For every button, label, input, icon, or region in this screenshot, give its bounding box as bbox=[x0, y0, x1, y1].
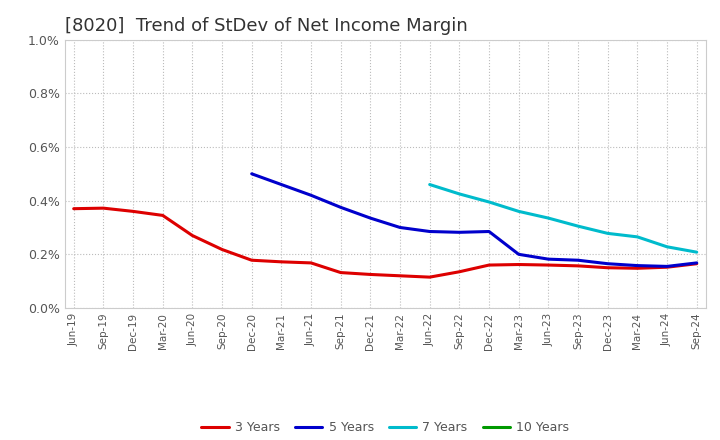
5 Years bbox=[248, 171, 256, 176]
3 Years bbox=[158, 213, 167, 218]
7 Years bbox=[662, 244, 671, 249]
3 Years bbox=[307, 260, 315, 266]
3 Years bbox=[455, 269, 464, 275]
5 Years bbox=[455, 230, 464, 235]
5 Years bbox=[277, 182, 286, 187]
3 Years bbox=[426, 275, 434, 280]
3 Years bbox=[396, 273, 405, 279]
3 Years bbox=[366, 272, 374, 277]
5 Years bbox=[396, 225, 405, 230]
7 Years bbox=[633, 234, 642, 239]
3 Years bbox=[544, 262, 553, 268]
3 Years bbox=[336, 270, 345, 275]
3 Years bbox=[248, 257, 256, 263]
3 Years bbox=[633, 266, 642, 271]
Line: 3 Years: 3 Years bbox=[73, 208, 697, 277]
Line: 7 Years: 7 Years bbox=[430, 184, 697, 252]
Line: 5 Years: 5 Years bbox=[252, 174, 697, 266]
7 Years bbox=[544, 216, 553, 221]
5 Years bbox=[426, 229, 434, 234]
3 Years bbox=[574, 263, 582, 268]
7 Years bbox=[426, 182, 434, 187]
3 Years bbox=[693, 261, 701, 266]
5 Years bbox=[485, 229, 493, 234]
3 Years bbox=[69, 206, 78, 211]
5 Years bbox=[633, 263, 642, 268]
3 Years bbox=[603, 265, 612, 270]
3 Years bbox=[485, 262, 493, 268]
3 Years bbox=[277, 259, 286, 264]
5 Years bbox=[366, 216, 374, 221]
5 Years bbox=[307, 193, 315, 198]
5 Years bbox=[693, 260, 701, 266]
Text: [8020]  Trend of StDev of Net Income Margin: [8020] Trend of StDev of Net Income Marg… bbox=[65, 17, 467, 35]
7 Years bbox=[455, 191, 464, 197]
7 Years bbox=[574, 224, 582, 229]
3 Years bbox=[129, 209, 138, 214]
3 Years bbox=[99, 205, 108, 211]
5 Years bbox=[603, 261, 612, 266]
3 Years bbox=[514, 262, 523, 267]
3 Years bbox=[188, 233, 197, 238]
7 Years bbox=[485, 199, 493, 205]
5 Years bbox=[662, 264, 671, 269]
5 Years bbox=[514, 252, 523, 257]
7 Years bbox=[514, 209, 523, 214]
5 Years bbox=[336, 205, 345, 210]
7 Years bbox=[693, 249, 701, 255]
Legend: 3 Years, 5 Years, 7 Years, 10 Years: 3 Years, 5 Years, 7 Years, 10 Years bbox=[196, 416, 575, 439]
7 Years bbox=[603, 231, 612, 236]
3 Years bbox=[217, 247, 226, 252]
5 Years bbox=[544, 257, 553, 262]
5 Years bbox=[574, 257, 582, 263]
3 Years bbox=[662, 264, 671, 270]
